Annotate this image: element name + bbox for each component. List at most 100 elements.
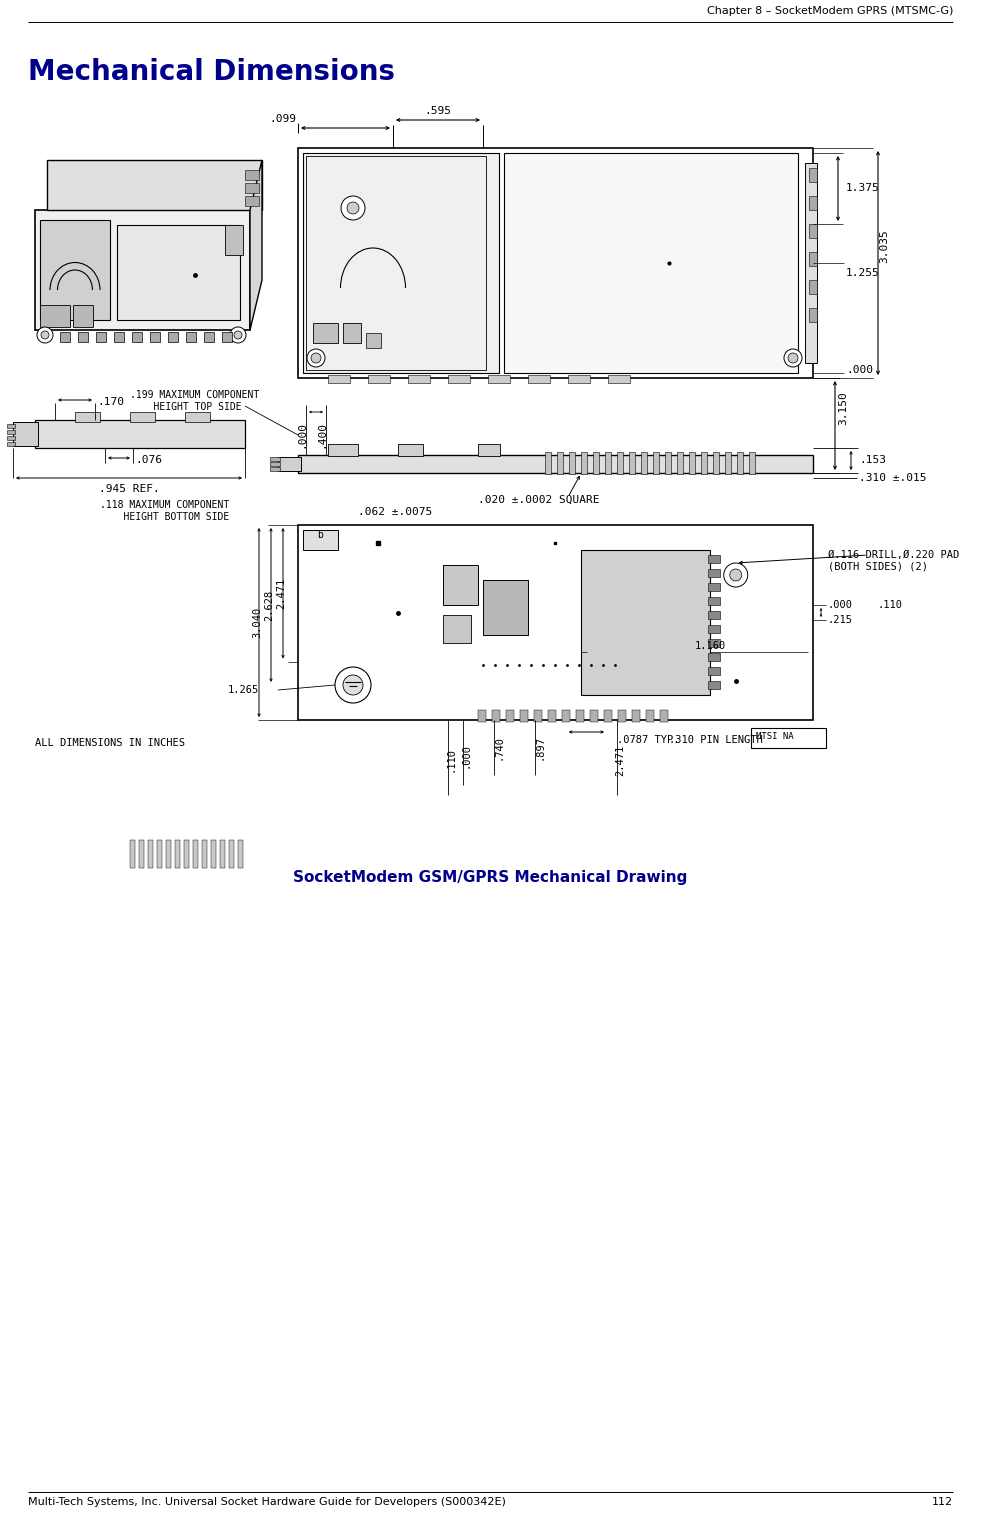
- Text: .000: .000: [846, 365, 873, 375]
- Bar: [677, 453, 683, 474]
- Bar: [35, 209, 250, 330]
- Bar: [488, 375, 510, 382]
- Circle shape: [234, 330, 242, 339]
- Text: 2.471: 2.471: [276, 578, 286, 609]
- Bar: [608, 375, 630, 382]
- Bar: [708, 612, 720, 619]
- Circle shape: [788, 353, 798, 362]
- Bar: [646, 709, 654, 722]
- Text: .000: .000: [828, 599, 853, 610]
- Bar: [35, 420, 245, 448]
- Bar: [581, 453, 588, 474]
- Bar: [245, 183, 259, 193]
- Text: 3.040: 3.040: [252, 607, 262, 638]
- Bar: [604, 709, 612, 722]
- Bar: [303, 531, 338, 550]
- Bar: [270, 466, 280, 471]
- Bar: [737, 453, 744, 474]
- Bar: [492, 709, 500, 722]
- Text: .099: .099: [269, 115, 296, 124]
- Bar: [225, 225, 243, 255]
- Bar: [629, 453, 636, 474]
- Bar: [479, 709, 487, 722]
- Bar: [548, 709, 556, 722]
- Bar: [130, 411, 155, 422]
- Bar: [13, 422, 38, 446]
- Text: .020 ±.0002 SQUARE: .020 ±.0002 SQUARE: [478, 495, 599, 505]
- Bar: [708, 680, 720, 690]
- Bar: [157, 839, 162, 868]
- Text: .740: .740: [493, 735, 503, 760]
- Bar: [660, 709, 668, 722]
- Text: .076: .076: [135, 456, 162, 465]
- Bar: [132, 332, 142, 342]
- Bar: [7, 430, 15, 434]
- Bar: [708, 583, 720, 592]
- Bar: [725, 453, 731, 474]
- Bar: [201, 839, 206, 868]
- Bar: [147, 839, 152, 868]
- Text: .062 ±.0075: .062 ±.0075: [358, 508, 433, 517]
- Circle shape: [341, 196, 365, 220]
- Text: .897: .897: [535, 735, 544, 760]
- Bar: [690, 453, 696, 474]
- Bar: [594, 453, 599, 474]
- Text: .0787 TYP.: .0787 TYP.: [617, 735, 680, 745]
- Bar: [443, 566, 478, 605]
- Bar: [245, 170, 259, 180]
- Bar: [642, 453, 647, 474]
- Text: b: b: [317, 531, 323, 540]
- Bar: [617, 453, 623, 474]
- Circle shape: [347, 202, 359, 214]
- Circle shape: [307, 349, 325, 367]
- Text: .000: .000: [296, 422, 306, 448]
- Text: 2.628: 2.628: [264, 589, 274, 621]
- Bar: [809, 196, 817, 209]
- Text: ALL DIMENSIONS IN INCHES: ALL DIMENSIONS IN INCHES: [35, 739, 185, 748]
- Bar: [40, 220, 110, 320]
- Bar: [270, 457, 280, 462]
- Text: 1.255: 1.255: [846, 268, 880, 278]
- Bar: [653, 453, 659, 474]
- Text: Chapter 8 – SocketModem GPRS (MTSMC-G): Chapter 8 – SocketModem GPRS (MTSMC-G): [706, 6, 953, 15]
- Text: .118 MAXIMUM COMPONENT
    HEIGHT BOTTOM SIDE: .118 MAXIMUM COMPONENT HEIGHT BOTTOM SID…: [100, 500, 230, 521]
- Bar: [220, 839, 225, 868]
- Bar: [328, 375, 350, 382]
- Bar: [809, 252, 817, 266]
- Text: .153: .153: [859, 456, 886, 465]
- Bar: [701, 453, 707, 474]
- Bar: [665, 453, 671, 474]
- Bar: [313, 323, 338, 342]
- Bar: [708, 639, 720, 647]
- Bar: [749, 453, 755, 474]
- Bar: [708, 625, 720, 633]
- Bar: [78, 332, 88, 342]
- Bar: [504, 153, 798, 373]
- Text: 112: 112: [932, 1497, 953, 1508]
- Circle shape: [724, 563, 748, 587]
- Bar: [605, 453, 611, 474]
- Bar: [306, 156, 487, 370]
- Circle shape: [41, 330, 49, 339]
- Bar: [632, 709, 641, 722]
- Text: Mechanical Dimensions: Mechanical Dimensions: [28, 58, 395, 86]
- Bar: [506, 709, 514, 722]
- Bar: [805, 164, 817, 362]
- Bar: [562, 709, 570, 722]
- Bar: [568, 375, 590, 382]
- Bar: [398, 443, 423, 456]
- Circle shape: [230, 327, 246, 342]
- Bar: [569, 453, 575, 474]
- Bar: [298, 524, 813, 720]
- Bar: [368, 375, 390, 382]
- Bar: [117, 225, 240, 320]
- Text: Ø.116 DRILL,Ø.220 PAD
(BOTH SIDES) (2): Ø.116 DRILL,Ø.220 PAD (BOTH SIDES) (2): [828, 550, 959, 572]
- Bar: [448, 375, 470, 382]
- Circle shape: [37, 327, 53, 342]
- Bar: [204, 332, 214, 342]
- Bar: [809, 225, 817, 239]
- Bar: [114, 332, 124, 342]
- Text: 3.150: 3.150: [838, 391, 848, 425]
- Bar: [708, 555, 720, 563]
- Bar: [751, 728, 826, 748]
